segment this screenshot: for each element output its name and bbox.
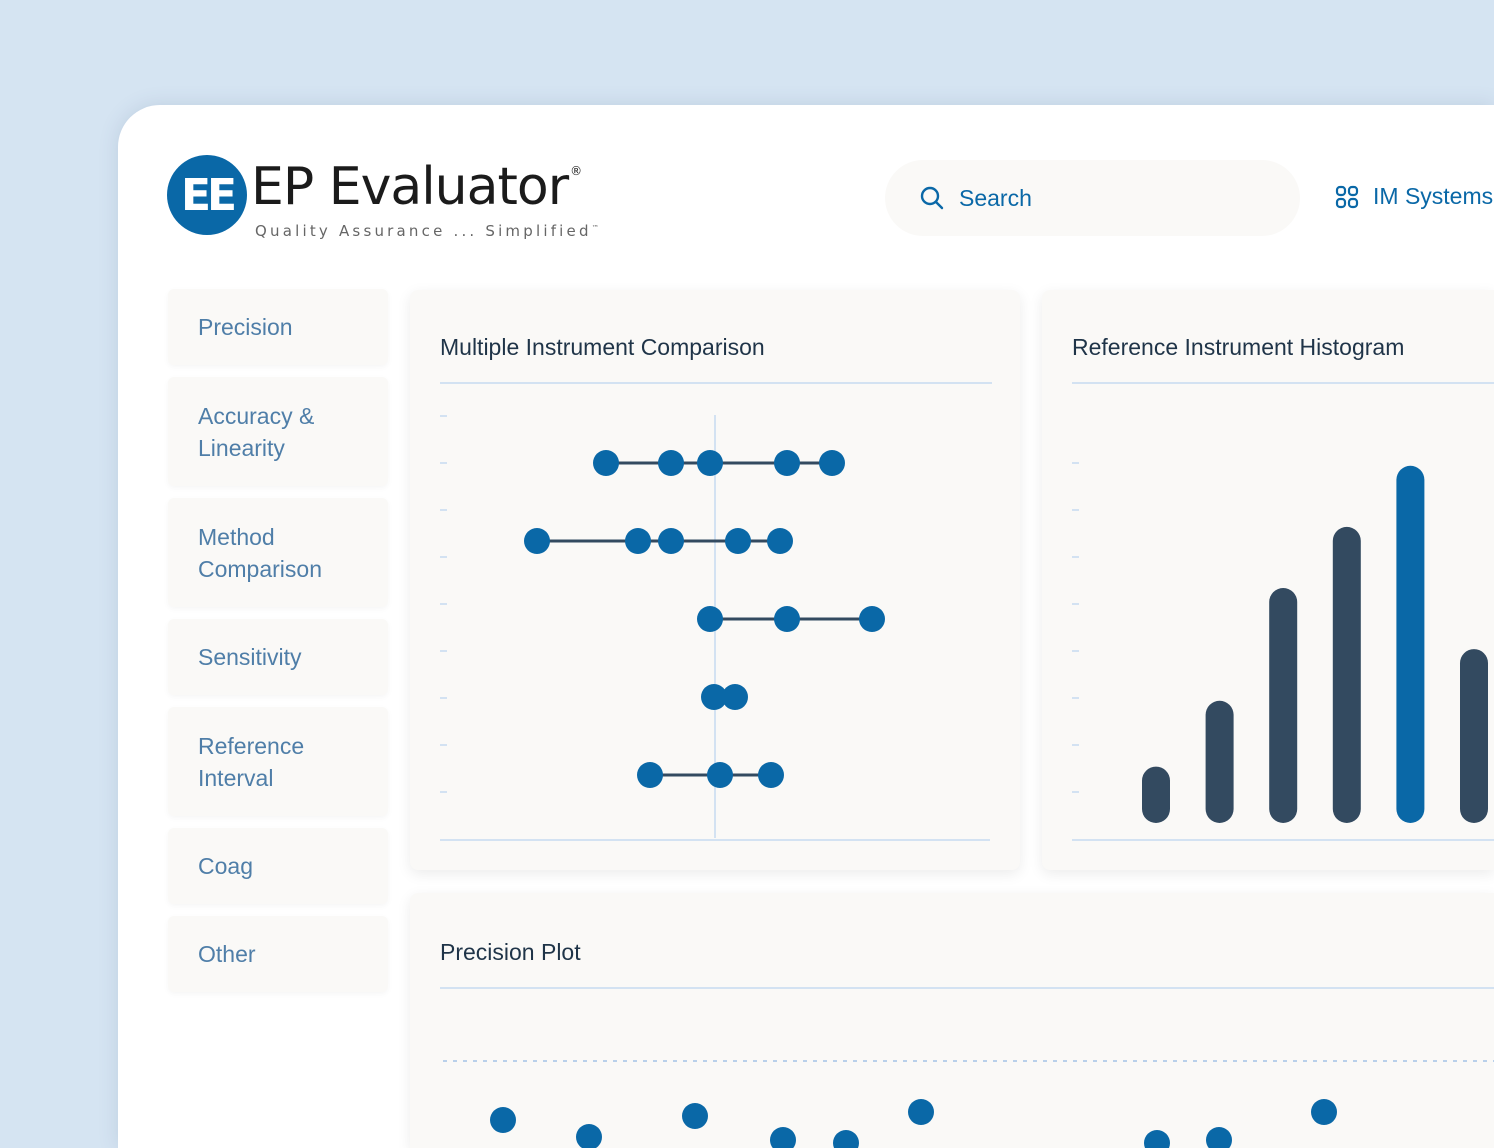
- data-point: [722, 684, 748, 710]
- precision-chart: [443, 1060, 1494, 1148]
- data-point: [697, 450, 723, 476]
- data-point: [725, 528, 751, 554]
- histogram-card: Reference Instrument Histogram: [1042, 290, 1494, 870]
- logo: EE EP Evaluator ® Quality Assurance ... S…: [167, 155, 607, 240]
- grid-icon: [1335, 185, 1359, 208]
- data-point: [701, 684, 727, 710]
- data-point: [1144, 1130, 1170, 1148]
- nav-coag[interactable]: Coag: [168, 828, 388, 904]
- data-point: [625, 528, 651, 554]
- divider: [440, 987, 1494, 989]
- search-input[interactable]: Search: [885, 160, 1300, 236]
- data-point: [1311, 1099, 1337, 1125]
- data-point: [697, 606, 723, 632]
- mic-chart: [440, 415, 990, 841]
- data-point: [576, 1124, 602, 1148]
- logo-mark: EE: [167, 155, 247, 235]
- histogram-bar: [1396, 465, 1425, 823]
- precision-card: Precision Plot: [410, 893, 1494, 1148]
- nav-method-comparison[interactable]: Method Comparison: [168, 498, 388, 607]
- nav-other[interactable]: Other: [168, 916, 388, 992]
- search-placeholder: Search: [959, 184, 1032, 211]
- mic-title: Multiple Instrument Comparison: [440, 334, 765, 360]
- histogram-bar: [1142, 766, 1170, 823]
- im-systems-link[interactable]: IM Systems: [1335, 183, 1493, 210]
- nav-sensitivity[interactable]: Sensitivity: [168, 619, 388, 695]
- nav-reference-interval[interactable]: Reference Interval: [168, 707, 388, 816]
- histogram-title: Reference Instrument Histogram: [1072, 334, 1405, 360]
- data-point: [682, 1103, 708, 1129]
- data-point: [707, 762, 733, 788]
- data-point: [524, 528, 550, 554]
- data-point: [637, 762, 663, 788]
- data-point: [833, 1130, 859, 1148]
- data-point: [593, 450, 619, 476]
- data-point: [767, 528, 793, 554]
- data-point: [774, 606, 800, 632]
- histogram-bar: [1460, 649, 1488, 823]
- precision-title: Precision Plot: [440, 939, 581, 965]
- data-point: [658, 450, 684, 476]
- nav-accuracy-linearity[interactable]: Accuracy & Linearity: [168, 377, 388, 486]
- mic-card: Multiple Instrument Comparison: [410, 290, 1020, 870]
- im-systems-label: IM Systems: [1373, 183, 1494, 209]
- logo-registered: ®: [570, 164, 583, 178]
- data-point: [774, 450, 800, 476]
- data-point: [758, 762, 784, 788]
- search-icon: [920, 186, 944, 210]
- histogram-bar: [1269, 588, 1298, 823]
- histogram-chart: [1072, 462, 1494, 841]
- data-point: [859, 606, 885, 632]
- data-point: [658, 528, 684, 554]
- divider: [1072, 382, 1494, 384]
- histogram-bar: [1205, 700, 1234, 823]
- logo-tagline: Quality Assurance ... Simplified™: [255, 222, 602, 240]
- data-point: [1206, 1127, 1232, 1148]
- data-point: [819, 450, 845, 476]
- logo-name-wrap: EP Evaluator ®: [251, 157, 582, 217]
- nav-precision[interactable]: Precision: [168, 289, 388, 365]
- histogram-bar: [1332, 526, 1361, 823]
- data-point: [908, 1099, 934, 1125]
- divider: [440, 382, 992, 384]
- data-point: [770, 1127, 796, 1148]
- data-point: [490, 1107, 516, 1133]
- logo-name: EP Evaluator: [251, 157, 569, 217]
